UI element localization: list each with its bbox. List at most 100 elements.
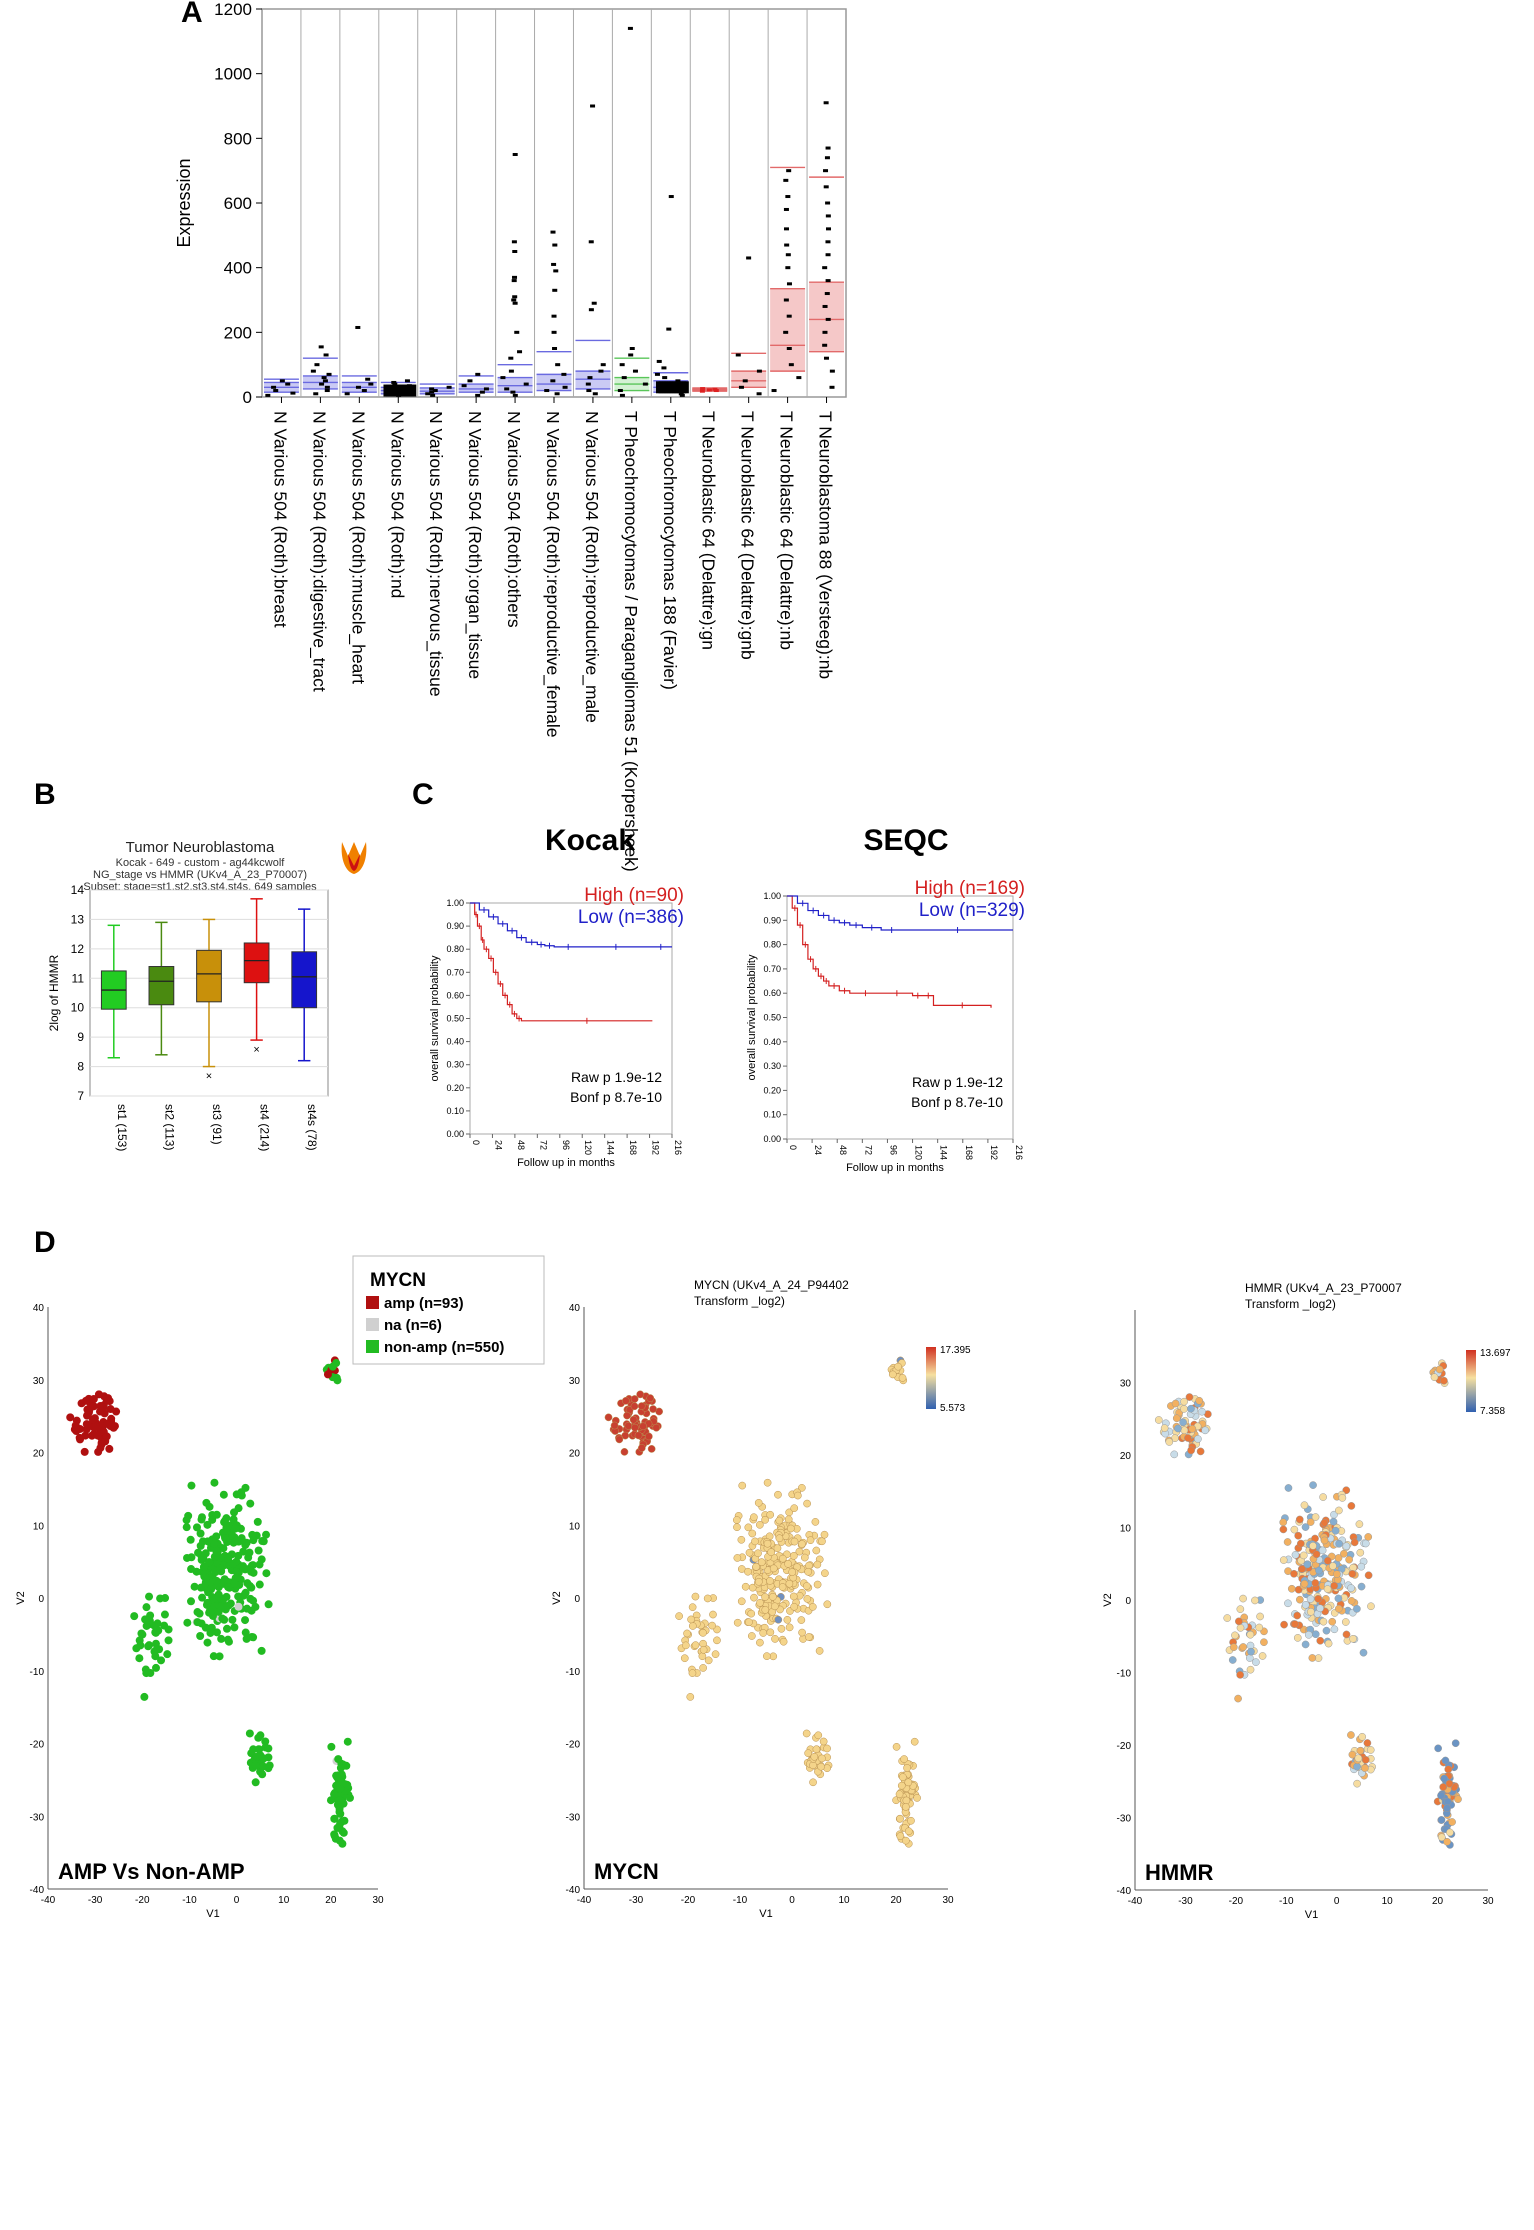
panel-a-data-point [512, 250, 518, 253]
tsne-sample-point [812, 1546, 821, 1555]
tsne-sample-point [213, 1548, 222, 1557]
tsne-sample-point [208, 1515, 217, 1524]
tsne-y-axis-label: V2 [15, 1591, 27, 1604]
tsne-sample-point [187, 1597, 196, 1606]
km-ytick-label: 0.40 [446, 1037, 464, 1047]
panel-a-box-11 [692, 387, 728, 393]
logo-petals [341, 842, 367, 874]
panel-a-data-point [822, 343, 828, 347]
tsne-sample-point [223, 1624, 232, 1633]
tsne-sample-point [234, 1602, 243, 1611]
tsne-sample-point [1354, 1754, 1363, 1763]
km-xtick-label: 0 [471, 1140, 481, 1145]
tsne-sample-point [1356, 1746, 1365, 1755]
tsne-xtick-label: 0 [1334, 1896, 1340, 1907]
colorbar [926, 1347, 936, 1409]
km-ytick-label: 0.20 [763, 1085, 781, 1095]
panel-a-data-point [627, 26, 633, 30]
tsne-sample-point [251, 1778, 260, 1787]
tsne-sample-point [754, 1498, 763, 1507]
tsne-sample-point [1320, 1536, 1329, 1545]
tsne-sample-point [340, 1816, 349, 1825]
panel-a-group-label: T Neuroblastoma 88 (Versteeg):nb [816, 411, 836, 679]
km-ytick-label: 0.90 [763, 915, 781, 925]
tsne-sample-point [1196, 1447, 1205, 1456]
tsne-sample-point [802, 1582, 811, 1590]
tsne-legend: MYCN amp (n=93) na (n=6) non-amp (n=550) [352, 1255, 545, 1365]
km-ytick-label: 0.00 [446, 1129, 464, 1139]
tsne-sample-point [1184, 1434, 1192, 1442]
panel-b-ytick-label: 8 [77, 1060, 84, 1074]
tsne-sample-point [163, 1650, 172, 1659]
tsne-sample-point [1252, 1658, 1260, 1666]
tsne-sample-point [217, 1634, 226, 1643]
tsne-sample-point [264, 1744, 273, 1753]
tsne-sample-point [1301, 1640, 1310, 1649]
tsne-sample-point [249, 1536, 258, 1545]
panel-a-data-point [508, 369, 514, 373]
tsne-sample-point [251, 1602, 260, 1611]
panel-b-group-label: st3 (91) [210, 1104, 224, 1145]
tsne-sample-point [733, 1554, 742, 1562]
tsne-sample-point [145, 1641, 154, 1650]
tsne-sample-point [688, 1669, 697, 1677]
tsne-sample-point [109, 1423, 118, 1432]
tsne-sample-point [1295, 1595, 1304, 1604]
tsne-sample-point [1444, 1765, 1453, 1774]
tsne-sample-point [1347, 1597, 1356, 1605]
tsne-sample-point [336, 1763, 345, 1772]
km-ytick-label: 0.50 [446, 1014, 464, 1024]
tsne-sample-point [1359, 1648, 1368, 1657]
tsne-sample-point [680, 1654, 689, 1663]
tsne-sample-point [187, 1481, 196, 1490]
tsne-sample-point [756, 1598, 764, 1607]
tsne-sample-point [160, 1610, 169, 1619]
panel-d1-tsne: -40 -30 -20 -10 0 10 20 30 -40 -30 -20 -10 0 10 20 30 40… [15, 1255, 545, 1920]
tsne-sample-point [151, 1628, 160, 1637]
tsne-sample-point [1187, 1446, 1195, 1455]
tsne-sample-point [1279, 1518, 1288, 1527]
tsne-ytick-label: -30 [566, 1812, 581, 1823]
tsne-sample-point [246, 1594, 255, 1603]
km-ytick-label: 0.70 [446, 967, 464, 977]
tsne-sample-point [203, 1598, 212, 1607]
panel-a-dense-mark [401, 384, 407, 397]
tsne-sample-point [745, 1618, 753, 1626]
tsne-sample-point [797, 1616, 806, 1624]
tsne-sample-point [237, 1491, 246, 1500]
tsne-sample-point [647, 1445, 656, 1453]
panel-a-box-14 [809, 101, 844, 389]
tsne-xtick-label: 20 [1432, 1896, 1444, 1907]
tsne-sample-point [1366, 1746, 1375, 1754]
panel-a-box-1 [302, 345, 338, 396]
tsne-sample-point [332, 1781, 341, 1790]
tsne-ytick-label: 20 [569, 1449, 581, 1460]
tsne-xtick-label: -30 [1178, 1896, 1193, 1907]
tsne-sample-point [615, 1435, 624, 1444]
panel-a-box-12 [731, 256, 767, 396]
tsne-sample-point [1236, 1624, 1245, 1632]
tsne-sample-point [623, 1411, 631, 1420]
km-ytick-label: 0.80 [763, 940, 781, 950]
km-y-axis-label: overall survival probability [429, 955, 441, 1081]
tsne-sample-point [1448, 1818, 1456, 1826]
tsne-ytick-label: -30 [30, 1812, 45, 1823]
tsne-sample-point [910, 1737, 919, 1746]
tsne-xtick-label: -40 [1128, 1896, 1143, 1907]
tsne-sample-point [1290, 1525, 1299, 1534]
panel-a-data-point [271, 385, 277, 389]
panel-a-data-point [324, 385, 330, 389]
tsne-sample-point [757, 1558, 766, 1567]
tsne-sample-point [1345, 1555, 1353, 1564]
tsne-sample-point [812, 1745, 821, 1754]
tsne-sample-point [1201, 1426, 1210, 1435]
panel-a-data-point [590, 104, 596, 108]
panel-a-dense-mark [676, 381, 682, 394]
tsne-sample-point [1236, 1671, 1245, 1679]
panel-a-data-point [467, 379, 473, 383]
tsne-sample-point [1441, 1756, 1450, 1765]
tsne-sample-point [1287, 1584, 1296, 1593]
tsne-sample-point [1180, 1397, 1188, 1406]
tsne-sample-point [210, 1478, 219, 1487]
tsne-sample-point [1443, 1837, 1451, 1846]
